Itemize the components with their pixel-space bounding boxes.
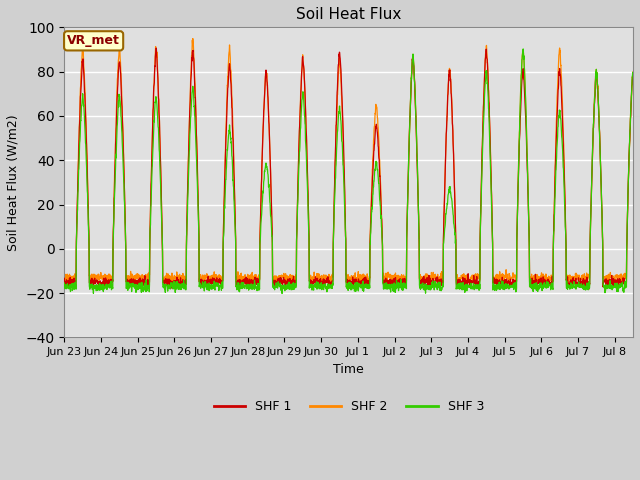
SHF 3: [353, 282, 360, 288]
SHF 3: [61, 280, 68, 286]
SHF 2: [421, 283, 429, 288]
SHF 3: [519, 46, 527, 52]
Y-axis label: Soil Heat Flux (W/m2): Soil Heat Flux (W/m2): [7, 114, 20, 251]
Line: SHF 1: SHF 1: [65, 48, 633, 289]
SHF 2: [61, 272, 68, 278]
SHF 3: [434, 282, 442, 288]
Title: Soil Heat Flux: Soil Heat Flux: [296, 7, 401, 22]
SHF 3: [542, 283, 550, 288]
SHF 1: [61, 276, 68, 281]
Line: SHF 2: SHF 2: [65, 38, 633, 286]
SHF 1: [94, 280, 102, 286]
SHF 3: [417, 284, 424, 290]
SHF 3: [610, 285, 618, 290]
SHF 1: [353, 277, 360, 283]
SHF 3: [278, 290, 286, 296]
SHF 1: [542, 277, 550, 283]
SHF 1: [152, 45, 160, 51]
SHF 2: [94, 274, 102, 280]
SHF 1: [610, 278, 618, 284]
SHF 2: [417, 275, 424, 281]
SHF 2: [189, 36, 196, 41]
SHF 1: [629, 71, 637, 77]
SHF 2: [629, 69, 637, 75]
SHF 2: [542, 271, 550, 277]
X-axis label: Time: Time: [333, 363, 364, 376]
SHF 2: [353, 275, 360, 280]
Line: SHF 3: SHF 3: [65, 49, 633, 293]
SHF 3: [629, 72, 637, 78]
SHF 2: [610, 275, 618, 281]
Legend: SHF 1, SHF 2, SHF 3: SHF 1, SHF 2, SHF 3: [209, 395, 489, 418]
SHF 1: [417, 280, 424, 286]
Text: VR_met: VR_met: [67, 35, 120, 48]
SHF 3: [94, 284, 102, 289]
SHF 1: [586, 286, 593, 292]
SHF 2: [435, 277, 442, 283]
SHF 1: [434, 280, 442, 286]
